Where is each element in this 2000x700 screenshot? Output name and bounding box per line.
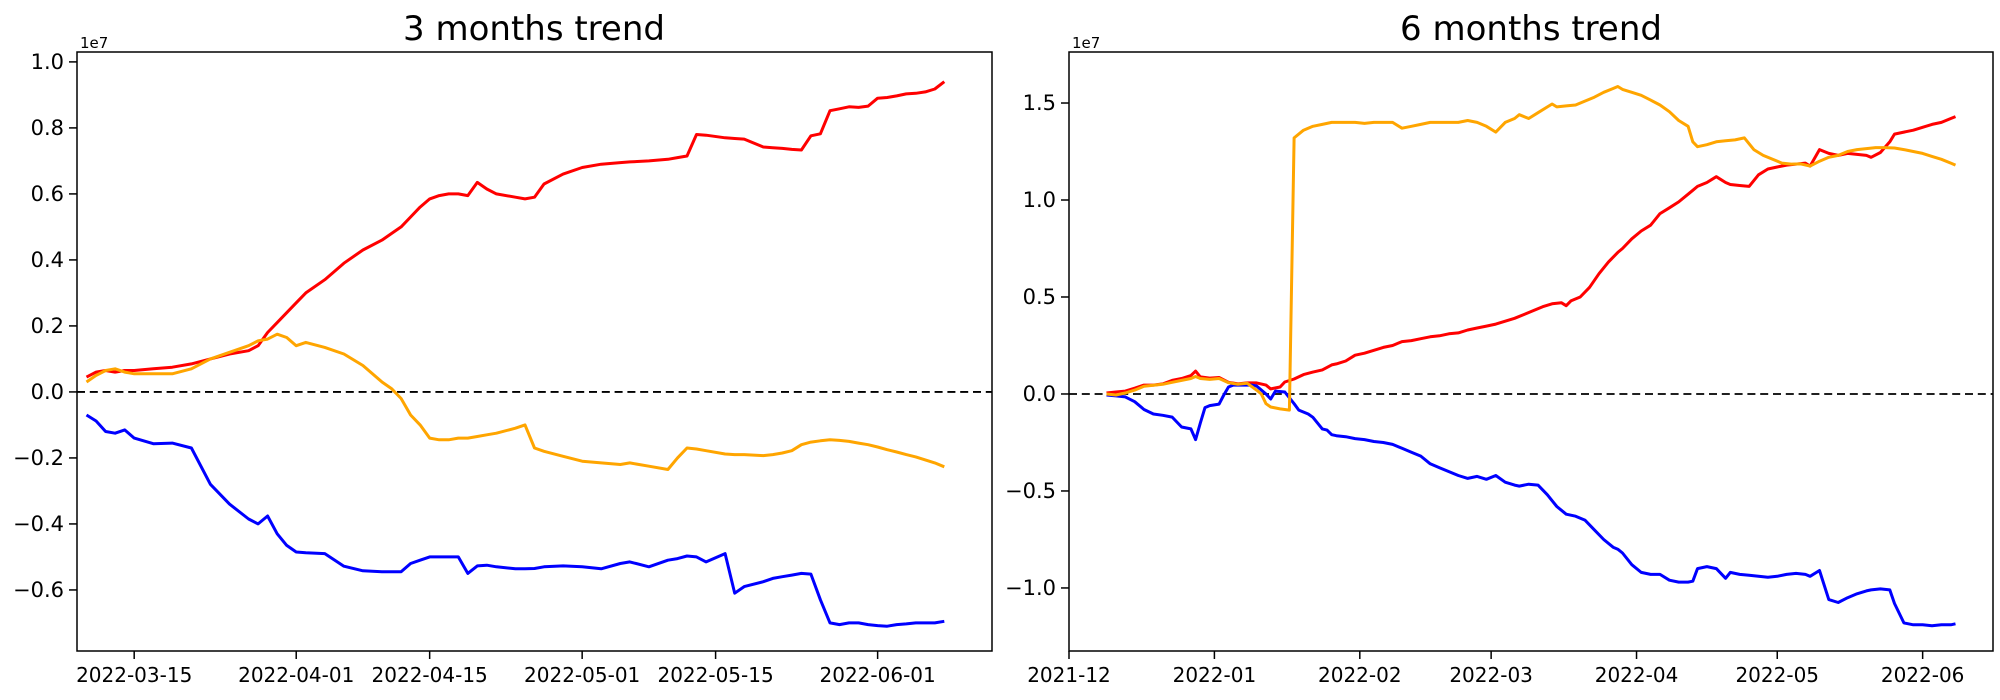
x-tick-label: 2022-05 [1735, 663, 1819, 687]
chart-title: 3 months trend [403, 9, 665, 49]
x-tick-label: 2022-06 [1881, 663, 1965, 687]
chart-6-months-trend: 2021-12 2022-01 2022-02 2022-03 2022-04 2022-… [1005, 9, 1994, 687]
x-tick-label: 2022-01 [1173, 663, 1257, 687]
y-tick-label: 1.0 [1023, 188, 1056, 212]
y-tick-label: 0.2 [31, 314, 64, 338]
series-line-red [1106, 115, 1957, 395]
x-tick-label: 2022-04-01 [238, 663, 354, 687]
chart-title: 6 months trend [1400, 9, 1662, 49]
y-tick-label: −1.0 [1005, 576, 1056, 600]
chart-3-months-trend: 2022-03-15 2022-04-01 2022-04-15 2022-05-01… [13, 9, 993, 687]
x-axis-ticks: 2022-03-15 2022-04-01 2022-04-15 2022-05-01… [76, 651, 936, 687]
series-lines [85, 80, 946, 628]
y-tick-label: 0.0 [31, 380, 64, 404]
y-tick-label: −0.6 [13, 578, 64, 602]
y-axis-ticks: 1.5 1.0 0.5 0.0 −0.5 −1.0 [1005, 91, 1069, 600]
x-tick-label: 2022-04-15 [372, 663, 488, 687]
axis-offset-label: 1e7 [1072, 34, 1100, 52]
y-tick-label: 0.8 [31, 116, 64, 140]
y-tick-label: 0.6 [31, 182, 64, 206]
x-axis-ticks: 2021-12 2022-01 2022-02 2022-03 2022-04 2022-… [1027, 651, 1964, 687]
y-tick-label: 0.5 [1023, 285, 1056, 309]
y-tick-label: −0.4 [13, 512, 64, 536]
plot-border [76, 51, 993, 652]
axes-frame [1068, 51, 1994, 652]
series-line-orange [85, 332, 945, 471]
y-tick-label: 0.4 [31, 248, 64, 272]
series-line-blue [1106, 383, 1956, 628]
series-line-red [85, 80, 946, 379]
y-axis-ticks: 1.0 0.8 0.6 0.4 0.2 0.0 −0.2 −0.4 −0.6 [13, 50, 77, 602]
y-tick-label: 1.5 [1023, 91, 1056, 115]
x-tick-label: 2022-06-01 [820, 663, 936, 687]
series-lines [1106, 85, 1957, 628]
axes-frame [76, 51, 993, 652]
x-tick-label: 2022-05-01 [524, 663, 640, 687]
x-tick-label: 2022-03 [1449, 663, 1533, 687]
x-tick-label: 2022-02 [1318, 663, 1402, 687]
x-tick-label: 2022-03-15 [76, 663, 192, 687]
y-tick-label: −0.5 [1005, 479, 1056, 503]
x-tick-label: 2022-04 [1595, 663, 1679, 687]
y-tick-label: −0.2 [13, 446, 64, 470]
x-tick-label: 2022-05-15 [657, 663, 773, 687]
series-line-blue [85, 413, 945, 628]
series-line-orange [1106, 85, 1957, 412]
plot-border [1068, 51, 1994, 652]
x-tick-label: 2021-12 [1027, 663, 1111, 687]
y-tick-label: 1.0 [31, 50, 64, 74]
y-tick-label: 0.0 [1023, 382, 1056, 406]
axis-offset-label: 1e7 [80, 34, 108, 52]
